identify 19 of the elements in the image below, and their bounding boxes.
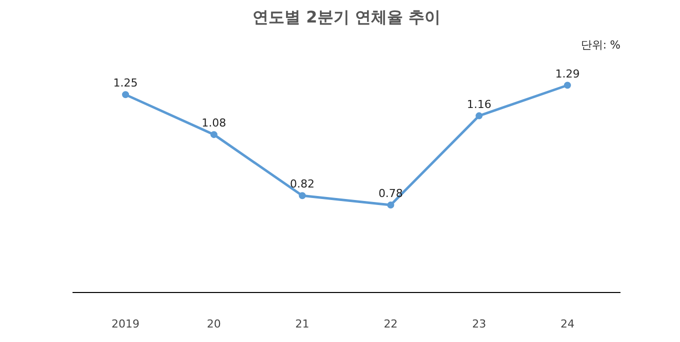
point xyxy=(476,112,483,120)
x-tick-label: 22 xyxy=(384,318,398,330)
point xyxy=(387,202,394,209)
point xyxy=(564,82,571,89)
text: 단위: % xyxy=(580,38,620,52)
point xyxy=(298,192,306,200)
x-tick-label: 23 xyxy=(472,318,486,330)
chart-title: 연도별 2분기 연체율 추이 xyxy=(252,8,440,26)
data-label: 1.16 xyxy=(466,98,492,111)
x-tick-label: 21 xyxy=(295,318,310,330)
point xyxy=(210,131,218,138)
data-label: 1.29 xyxy=(555,67,580,80)
x-tick-label: 20 xyxy=(206,318,221,330)
data-label: 1.08 xyxy=(202,116,226,130)
x-tick-label: 2019 xyxy=(112,318,140,330)
data-label: 1.25 xyxy=(113,76,138,90)
data-label: 0.82 xyxy=(290,178,315,191)
x-tick-label: 24 xyxy=(560,318,574,330)
point xyxy=(122,91,130,98)
